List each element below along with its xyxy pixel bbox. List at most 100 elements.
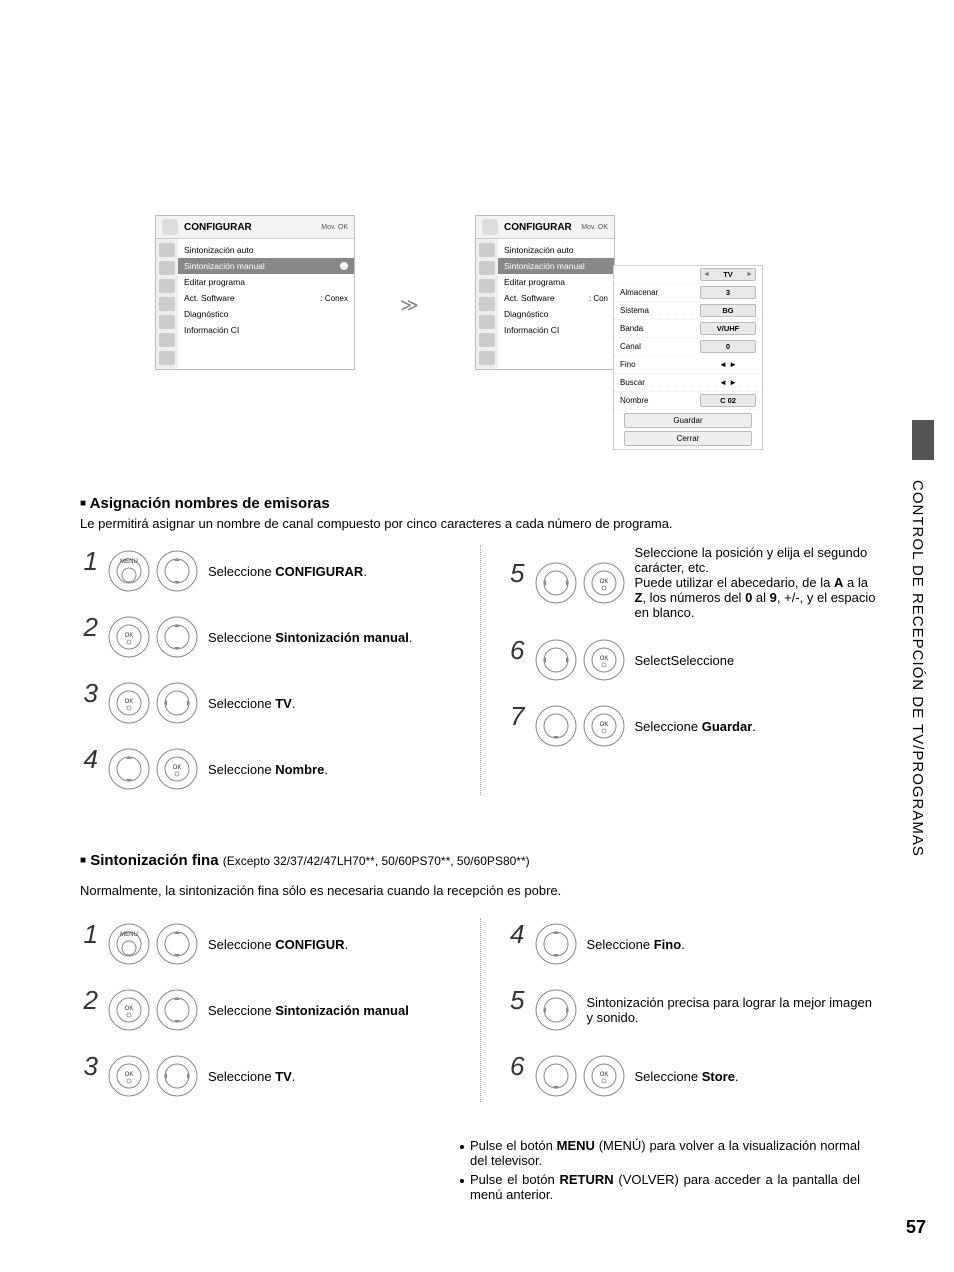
panel-row: Buscar◄ ►: [614, 374, 762, 392]
remote-lr-icon: [156, 682, 198, 724]
bullet-item: Pulse el botón MENU (MENÚ) para volver a…: [460, 1138, 860, 1168]
osd-item: Act. Software: Conex: [178, 290, 354, 306]
steps-block-2: 1 Seleccione CONFIGUR. 2 Seleccione Sint…: [80, 918, 880, 1102]
manual-tuning-panel: ◄TV► Almacenar3 SistemaBG BandaV/UHF Can…: [613, 265, 763, 450]
osd-item: Editar programa: [498, 274, 614, 290]
step-number: 2: [80, 614, 98, 640]
remote-ud-icon: [156, 989, 198, 1031]
step-text: Seleccione TV.: [208, 696, 454, 711]
panel-row: NombreC 02: [614, 392, 762, 410]
section-desc: Le permitirá asignar un nombre de canal …: [80, 516, 880, 531]
remote-ok-icon: [108, 989, 150, 1031]
step-number: 5: [507, 987, 525, 1013]
step-text: Seleccione CONFIGURAR.: [208, 564, 454, 579]
panel-row: Canal0: [614, 338, 762, 356]
osd-item: Act. Software: Con: [498, 290, 614, 306]
step-number: 5: [507, 560, 525, 586]
remote-lr-icon: [535, 989, 577, 1031]
remote-lr-icon: [156, 1055, 198, 1097]
osd-subtitle: Mov. OK: [581, 224, 608, 231]
step-text: Seleccione Sintonización manual: [208, 1003, 454, 1018]
remote-d-icon: [535, 705, 577, 747]
step-row: 1 Seleccione CONFIGUR.: [80, 918, 454, 970]
osd-item-selected: Sintonización manual: [178, 258, 354, 274]
footnotes: Pulse el botón MENU (MENÚ) para volver a…: [460, 1138, 860, 1206]
step-row: 2 Seleccione Sintonización manual: [80, 984, 454, 1036]
osd-area: CONFIGURAR Mov. OK Sintonización auto Si…: [155, 215, 795, 445]
remote-ok-icon: [156, 748, 198, 790]
section-heading-2: ■ Sintonización fina (Excepto 32/37/42/4…: [80, 852, 880, 898]
osd-screenshot-2: CONFIGURAR Mov. OK Sintonización auto Si…: [475, 215, 615, 370]
step-number: 6: [507, 637, 525, 663]
remote-ok-icon: [583, 705, 625, 747]
osd-item: Diagnóstico: [498, 306, 614, 322]
step-text: Seleccione Sintonización manual.: [208, 630, 454, 645]
remote-ud-icon: [108, 748, 150, 790]
step-text: Seleccione Nombre.: [208, 762, 454, 777]
remote-ok-icon: [108, 616, 150, 658]
step-text: Seleccione la posición y elija el segund…: [635, 545, 881, 620]
step-row: 5 Sintonización precisa para lograr la m…: [507, 984, 881, 1036]
step-number: 1: [80, 921, 98, 947]
osd-icon-rail: [156, 239, 178, 369]
step-number: 2: [80, 987, 98, 1013]
panel-row: Fino◄ ►: [614, 356, 762, 374]
step-text: Sintonización precisa para lograr la mej…: [587, 995, 881, 1025]
osd-subtitle: Mov. OK: [321, 224, 348, 231]
panel-button-save: Guardar: [624, 413, 752, 428]
osd-item: Sintonización auto: [498, 242, 614, 258]
panel-button-close: Cerrar: [624, 431, 752, 446]
step-number: 6: [507, 1053, 525, 1079]
step-text: Seleccione Guardar.: [635, 719, 881, 734]
remote-ud-icon: [535, 923, 577, 965]
osd-header: CONFIGURAR Mov. OK: [156, 216, 354, 239]
osd-title: CONFIGURAR: [184, 222, 252, 233]
osd-list: Sintonización auto Sintonización manual …: [498, 239, 614, 369]
remote-ud-icon: [156, 550, 198, 592]
square-bullet-icon: ■: [80, 498, 86, 509]
step-row: 3 Seleccione TV.: [80, 1050, 454, 1102]
step-row: 4 Seleccione Fino.: [507, 918, 881, 970]
step-number: 4: [507, 921, 525, 947]
panel-row: BandaV/UHF: [614, 320, 762, 338]
remote-menu-icon: [108, 923, 150, 965]
remote-d-icon: [535, 1055, 577, 1097]
step-row: 2 Seleccione Sintonización manual.: [80, 611, 454, 663]
remote-ok-icon: [583, 562, 625, 604]
step-row: 4 Seleccione Nombre.: [80, 743, 454, 795]
remote-ud-icon: [156, 923, 198, 965]
section-desc: Normalmente, la sintonización fina sólo …: [80, 883, 880, 898]
step-text: Seleccione TV.: [208, 1069, 454, 1084]
remote-lr-icon: [535, 562, 577, 604]
bullet-item: Pulse el botón RETURN (VOLVER) para acce…: [460, 1172, 860, 1202]
osd-list: Sintonización auto Sintonización manual …: [178, 239, 354, 369]
panel-row: SistemaBG: [614, 302, 762, 320]
step-text: Seleccione CONFIGUR.: [208, 937, 454, 952]
step-row: 1 Seleccione CONFIGURAR.: [80, 545, 454, 597]
osd-item: Información CI: [498, 322, 614, 338]
gear-icon: [162, 219, 178, 235]
osd-title: CONFIGURAR: [504, 222, 572, 233]
steps-block-1: 1 Seleccione CONFIGURAR. 2 Seleccione Si…: [80, 545, 880, 795]
step-text: Seleccione Fino.: [587, 937, 881, 952]
osd-screenshot-1: CONFIGURAR Mov. OK Sintonización auto Si…: [155, 215, 355, 370]
step-row: 6 Seleccione Store.: [507, 1050, 881, 1102]
step-text: SelectSeleccione: [635, 653, 881, 668]
osd-item: Editar programa: [178, 274, 354, 290]
step-row: 5 Seleccione la posición y elija el segu…: [507, 545, 881, 620]
remote-ok-icon: [108, 1055, 150, 1097]
panel-row: Almacenar3: [614, 284, 762, 302]
step-number: 3: [80, 1053, 98, 1079]
osd-icon-rail: [476, 239, 498, 369]
remote-lr-icon: [535, 639, 577, 681]
remote-ok-icon: [583, 639, 625, 681]
side-tab: [912, 420, 934, 460]
step-row: 3 Seleccione TV.: [80, 677, 454, 729]
step-row: 6 SelectSeleccione: [507, 634, 881, 686]
step-number: 3: [80, 680, 98, 706]
osd-item: Información CI: [178, 322, 354, 338]
panel-row: ◄TV►: [614, 266, 762, 284]
osd-item: Sintonización auto: [178, 242, 354, 258]
gear-icon: [482, 219, 498, 235]
osd-header: CONFIGURAR Mov. OK: [476, 216, 614, 239]
